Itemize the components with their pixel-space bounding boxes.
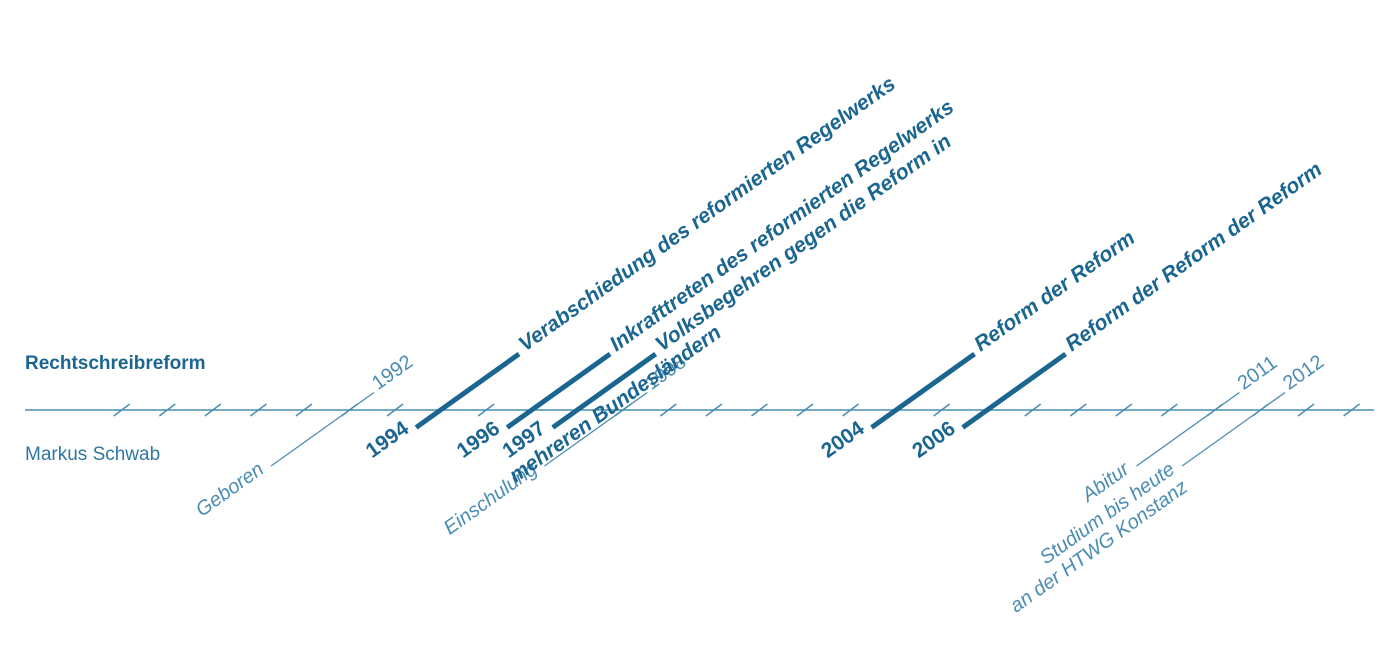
year-tick — [1069, 403, 1087, 417]
life-event-label: Geboren — [192, 458, 268, 521]
year-tick — [842, 403, 859, 417]
year-tick — [295, 403, 313, 417]
life-event-year: 2011 — [1234, 352, 1282, 395]
life-event-year: 1992 — [368, 351, 417, 395]
year-tick — [933, 403, 951, 417]
reform-event: 2004 Reform der Reform — [817, 226, 1139, 462]
reform-event-year: 2006 — [908, 417, 959, 463]
life-event-line — [1136, 391, 1240, 467]
life-event-year: 2012 — [1279, 351, 1328, 395]
year-tick — [1115, 403, 1133, 417]
year-tick — [386, 403, 404, 417]
reform-event: 1996 Inkrafttreten des reformierten Regel… — [453, 95, 958, 462]
life-event-line — [544, 391, 648, 467]
row-label-markus-schwab: Markus Schwab — [25, 444, 161, 465]
year-tick — [1160, 403, 1178, 417]
reform-event-year: 1996 — [453, 417, 504, 463]
reform-event-bar — [961, 351, 1068, 430]
year-tick — [796, 403, 814, 417]
life-events: 1992Geboren1998Einschulung2011Abitur2012… — [192, 351, 1328, 617]
reform-event-label: Volksbegehren gegen die Reform in — [651, 130, 955, 356]
year-tick — [113, 403, 131, 417]
reform-event-year: 1994 — [362, 417, 414, 463]
year-tick — [1297, 403, 1315, 417]
reform-event-year: 2004 — [817, 417, 869, 463]
reform-event-bar — [870, 351, 976, 430]
year-tick — [1024, 403, 1042, 417]
row-label-rechtschreibreform: Rechtschreibreform — [25, 353, 206, 374]
year-tick — [1343, 403, 1361, 417]
life-event-line — [270, 391, 375, 467]
year-tick — [751, 403, 768, 417]
year-tick — [705, 403, 723, 417]
year-tick — [477, 403, 495, 417]
reform-event-bar — [505, 351, 612, 430]
life-event-line — [1181, 391, 1286, 467]
year-tick — [659, 403, 677, 417]
reform-event-label: Reform der Reform — [970, 226, 1139, 356]
reform-event-bar — [414, 351, 521, 430]
reform-event-label: Inkrafttreten des reformierten Regelwerk… — [606, 95, 959, 356]
year-tick — [204, 403, 222, 417]
year-tick — [158, 403, 176, 417]
reform-event-bar — [551, 351, 658, 430]
year-tick — [249, 403, 267, 417]
